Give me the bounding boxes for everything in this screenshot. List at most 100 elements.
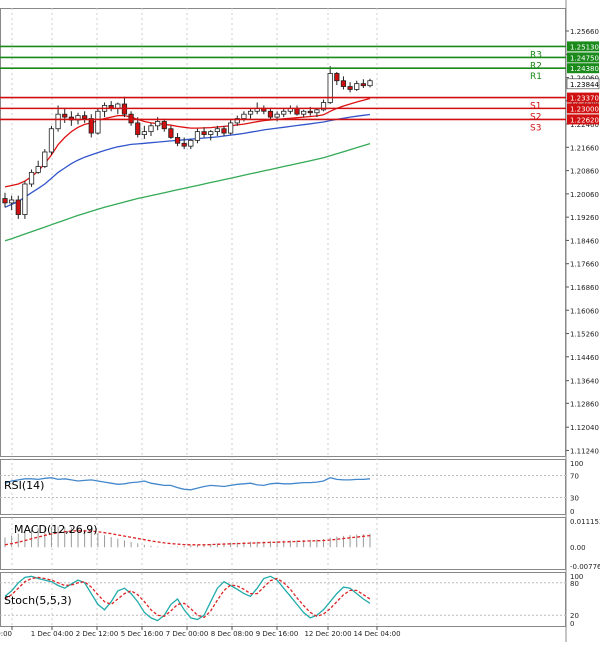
candle-body — [62, 113, 68, 118]
candle-body — [22, 183, 28, 215]
current-price-label: 1.23844 — [570, 81, 599, 89]
level-label-r3: R3 — [530, 50, 542, 60]
candle-body — [340, 80, 347, 87]
candle-body — [221, 128, 227, 134]
candle-body — [281, 110, 287, 115]
candle-body — [354, 83, 360, 90]
price-tick-label: 1.16860 — [570, 284, 599, 292]
rsi-tick-label: 30 — [570, 495, 579, 503]
current-price-bg — [566, 78, 600, 90]
time-tick-label: Nov 20:00 — [0, 630, 12, 638]
candle-body — [48, 128, 55, 153]
grid-layer — [0, 0, 567, 642]
level-tag-s3: 1.22620 — [570, 116, 599, 124]
candle-body — [55, 113, 61, 130]
ma-fast-line — [4, 97, 371, 188]
price-tick-label: 1.14460 — [570, 354, 599, 362]
candle-body — [2, 198, 8, 204]
candle-body — [294, 107, 300, 115]
price-tick-label: 1.19260 — [570, 214, 599, 222]
price-tick-label: 1.22460 — [570, 121, 599, 129]
time-tick-label: 1 Dec 04:00 — [31, 630, 74, 638]
rsi-tick-label: 0 — [570, 508, 574, 516]
stoch-tick-label: 80 — [570, 580, 579, 588]
time-tick-label: 7 Dec 00:00 — [166, 630, 209, 638]
stoch-tick-label: 20 — [570, 612, 579, 620]
candle-body — [188, 139, 194, 147]
candle-body — [155, 121, 161, 127]
candle-body — [161, 121, 167, 130]
time-tick-label: 12 Dec 20:00 — [304, 630, 351, 638]
time-tick-label: 8 Dec 08:00 — [211, 630, 254, 638]
candle-body — [307, 110, 313, 114]
candle-body — [214, 128, 220, 133]
candle-body — [35, 166, 41, 173]
stoch-frame — [0, 572, 566, 627]
price-tick-label: 1.13640 — [570, 378, 599, 386]
candle-body — [228, 122, 234, 134]
macd-signal-line — [4, 530, 371, 546]
level-tag-r3: 1.25130 — [570, 43, 599, 51]
candle-body — [148, 125, 154, 133]
candle-body — [181, 142, 187, 147]
candle-body — [194, 131, 201, 141]
candle-body — [9, 199, 15, 204]
price-tick-label: 1.11240 — [570, 447, 599, 455]
stoch-signal-line — [4, 576, 371, 619]
candle-body — [267, 110, 274, 118]
level-label-s2: S2 — [530, 112, 541, 122]
macd-panel: MACD(12,26,9) — [4, 523, 371, 548]
time-tick-label: 2 Dec 12:00 — [76, 630, 119, 638]
candle-body — [241, 113, 247, 119]
macd-tick-label: 0.011153 — [570, 518, 600, 526]
time-tick-label: 9 Dec 16:00 — [256, 630, 299, 638]
macd-tick-label: -0.007762 — [570, 563, 600, 571]
price-tick-label: 1.12860 — [570, 400, 599, 408]
macd-tick-label: 0.00 — [570, 544, 586, 552]
rsi-line — [4, 477, 371, 491]
axis-layer: 1.256601.240601.224601.208601.192601.176… — [0, 28, 600, 638]
candle-body — [168, 128, 174, 138]
main-frame — [0, 8, 566, 457]
rsi-label: RSI(14) — [4, 479, 44, 492]
level-label-r2: R2 — [530, 61, 542, 71]
candle-body — [247, 110, 254, 115]
price-tick-label: 1.21660 — [570, 144, 599, 152]
rsi-tick-label: 70 — [570, 473, 579, 481]
candle-body — [28, 171, 35, 185]
price-tick-label: 1.16060 — [570, 307, 599, 315]
candle-body — [42, 151, 48, 167]
candle-body — [135, 122, 141, 135]
candle-body — [141, 131, 147, 135]
candle-body — [367, 80, 373, 87]
price-tick-label: 1.20860 — [570, 168, 599, 176]
candle-body — [234, 118, 240, 124]
candle-body — [301, 110, 307, 115]
level-label-s3: S3 — [530, 123, 541, 133]
candle-body — [274, 113, 280, 118]
price-tick-label: 1.20060 — [570, 191, 599, 199]
stoch-tick-label: 0 — [570, 620, 574, 628]
stoch-main-line — [4, 575, 371, 622]
candle-body — [201, 131, 207, 135]
level-tag-bg — [567, 63, 599, 74]
stoch-label: Stoch(5,5,3) — [4, 594, 72, 607]
candle-body — [208, 131, 214, 135]
price-tick-label: 1.25660 — [570, 28, 599, 36]
candle-body — [174, 137, 181, 144]
level-label-r1: R1 — [530, 72, 542, 82]
time-tick-label: 5 Dec 16:00 — [121, 630, 164, 638]
level-tag-bg — [567, 41, 599, 52]
level-tag-bg — [567, 114, 599, 125]
rsi-tick-label: 100 — [570, 460, 583, 468]
level-tag-s1: 1.23370 — [570, 95, 599, 103]
candle-body — [347, 86, 353, 90]
macd-label: MACD(12,26,9) — [14, 523, 98, 536]
level-label-s1: S1 — [530, 102, 541, 112]
time-tick-label: 14 Dec 04:00 — [353, 630, 400, 638]
candle-body — [82, 115, 88, 119]
stoch-panel: Stoch(5,5,3) — [0, 575, 566, 622]
